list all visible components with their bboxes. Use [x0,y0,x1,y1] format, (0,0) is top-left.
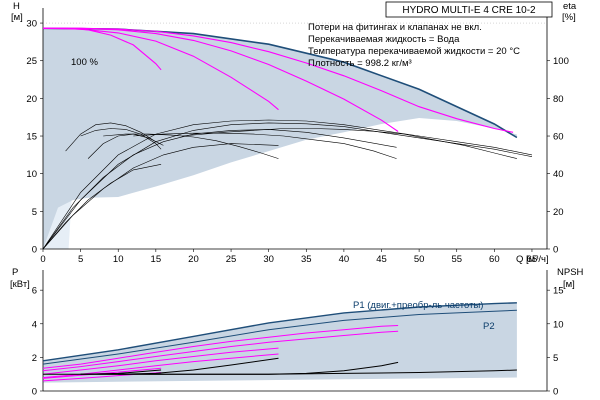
x-tick-label: 60 [489,254,500,265]
x-tick-label: 0 [40,254,45,265]
y-tick-label: 4 [32,319,37,330]
y2-tick-label: 40 [553,169,564,180]
y2-tick-label: 5 [553,353,558,364]
efficiency-curve [42,143,279,250]
speed-label: 100 % [71,57,98,68]
efficiency-curve [42,164,162,250]
y2-axis-title: eta [563,1,577,12]
y2-axis-unit: [м] [563,279,575,290]
power-curve-magenta [42,325,399,369]
qh-plot: 0 5 10 15 20 25 30 35 40 45 50 55 60 65 0 5 10 15 20 25 30 0 2… [11,1,577,265]
qh-curve [43,27,399,132]
y-axis-title: P [12,267,18,278]
info-line: Плотность = 998.2 кг/м³ [308,58,412,69]
y-tick-label: 30 [26,19,37,30]
qh-curve [43,27,514,133]
model-box [385,1,553,18]
y2-tick-label: 0 [553,387,558,398]
x-tick-label: 25 [226,254,237,265]
x-tick-label: 50 [414,254,425,265]
npsh-curve [80,369,162,375]
info-line: Потери на фитингах и клапанах не вкл. [308,22,482,33]
p1-curve [42,302,517,362]
x-tick-label: 20 [188,254,199,265]
efficiency-curve [65,122,156,152]
y2-tick-label: 80 [553,94,564,105]
efficiency-curve [42,129,397,250]
y-axis-title: H [13,1,20,12]
x-tick-label: 55 [451,254,462,265]
p2-curve [42,309,517,365]
y-tick-label: 6 [32,286,37,297]
efficiency-curve [80,128,162,150]
operating-envelope [43,28,517,249]
y2-tick-label: 100 [553,56,569,67]
y2-tick-label: 10 [553,319,564,330]
y2-tick-label: 15 [553,286,564,297]
x-tick-label: 15 [151,254,162,265]
y-tick-label: 0 [32,245,37,256]
power-npsh-plot: 0 2 4 6 0 5 10 15 P[кВт] NPSH[м] P1 (двиг.+преобр-… [10,267,584,398]
p2-label: P2 [483,321,495,332]
qh-curve [43,27,162,71]
x-tick-label: 45 [376,254,387,265]
efficiency-curve [87,133,164,159]
y2-axis-title: NPSH [557,267,584,278]
model-name: HYDRO MULTI-E 4 CRE 10-2 [402,5,536,16]
info-line: Перекачиваемая жидкость = Вода [308,34,460,45]
y-tick-label: 25 [26,56,37,67]
y-tick-label: 2 [32,353,37,364]
efficiency-curve [133,132,397,159]
x-tick-label: 10 [113,254,124,265]
y2-tick-label: 20 [553,207,564,218]
x-tick-label: 65 [527,254,538,265]
efficiency-curve [42,119,533,250]
power-curve-magenta [42,330,399,372]
p1-label: P1 (двиг.+преобр-ль частоты) [353,300,483,311]
y-tick-label: 5 [32,207,37,218]
x-tick-label: 30 [263,254,274,265]
y-tick-label: 15 [26,132,37,143]
y-axis-unit: [кВт] [10,279,30,290]
y-tick-label: 20 [26,94,37,105]
x-tick-label: 5 [78,254,83,265]
power-curve-magenta [42,347,279,375]
y-axis-unit: [м] [11,12,23,23]
power-envelope [43,302,517,383]
y2-tick-label: 0 [553,245,558,256]
efficiency-curve [182,128,517,159]
y-tick-label: 0 [32,387,37,398]
y-tick-label: 10 [26,169,37,180]
x-tick-label: 40 [339,254,350,265]
npsh-curve [118,357,279,375]
x-tick-label: 35 [301,254,312,265]
info-line: Температура перекачиваемой жидкости = 20… [308,46,520,57]
y2-axis-unit: [%] [562,12,576,23]
x-axis-title: Q [м³/ч] [516,254,549,265]
y2-tick-label: 60 [553,132,564,143]
header: HYDRO MULTI-E 4 CRE 10-2 Потери на фитин… [308,1,553,69]
